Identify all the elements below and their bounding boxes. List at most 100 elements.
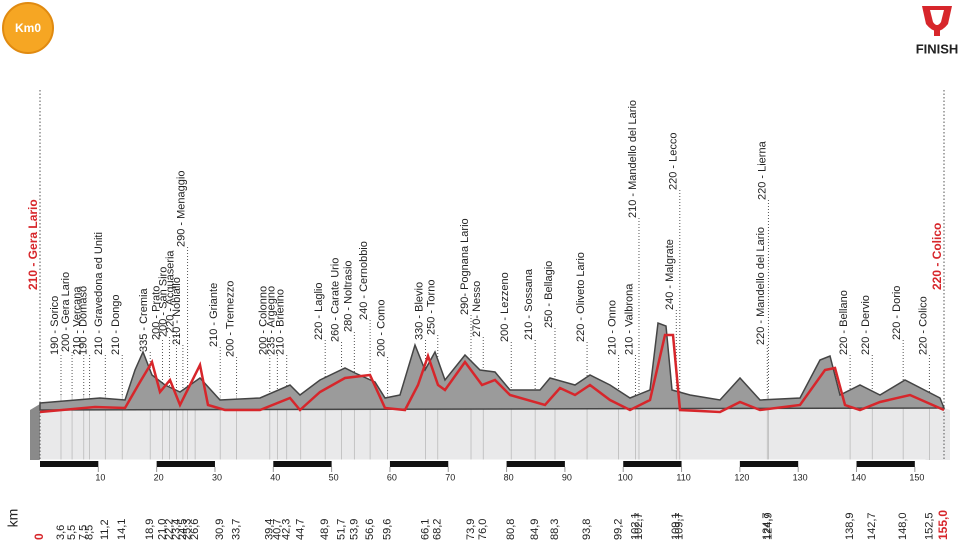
profile-base bbox=[30, 408, 950, 460]
km-label: 84,9 bbox=[529, 519, 541, 540]
km0-text: Km0 bbox=[15, 21, 41, 35]
scale-tick-label: 120 bbox=[734, 472, 749, 482]
waypoint-name: 250 - Bellagio bbox=[543, 261, 555, 328]
km-label: 155,0 bbox=[936, 510, 950, 540]
km-label: 7,5 bbox=[78, 525, 90, 540]
waypoint-name: 190 - Sorico bbox=[49, 296, 61, 355]
scale-segment bbox=[739, 461, 799, 467]
km-label: 30,9 bbox=[214, 519, 226, 540]
km-label: 42,3 bbox=[281, 519, 293, 540]
waypoint-name: 240 - Cernobbio bbox=[358, 241, 370, 320]
km-label: 22,2 bbox=[163, 519, 175, 540]
km0-badge bbox=[2, 2, 54, 54]
waypoint-name: 220 - Dorio bbox=[891, 286, 903, 340]
waypoint-name: 250 - Torno bbox=[426, 280, 438, 335]
km-label: 73,9 bbox=[465, 519, 477, 540]
km-label: 51,7 bbox=[335, 519, 347, 540]
scale-segment bbox=[856, 461, 915, 467]
waypoint-name: 220 - Oliveto Lario bbox=[575, 252, 587, 342]
scale-tick-label: 40 bbox=[270, 472, 280, 482]
axis-label: km bbox=[5, 509, 21, 528]
endpoint-name: 220 - Colico bbox=[930, 223, 944, 290]
scale-tick-label: 140 bbox=[851, 472, 866, 482]
waypoint-name: 190 - Domaso bbox=[77, 286, 89, 355]
km-label: 8,5 bbox=[83, 525, 95, 540]
km-label: 142,7 bbox=[866, 512, 878, 540]
km-label: 24,5 bbox=[177, 519, 189, 540]
waypoint-name: 210 - Mandello del Lario bbox=[627, 100, 639, 218]
waypoint-name: 220 - Mandello del Lario bbox=[755, 227, 767, 345]
km-label: 102,7 bbox=[633, 512, 645, 540]
km-label: 88,3 bbox=[549, 519, 561, 540]
scale-tick-label: 70 bbox=[445, 472, 455, 482]
waypoint-name: 290 - Menaggio bbox=[175, 171, 187, 247]
waypoint-name: 220 - Lecco bbox=[668, 133, 680, 190]
km-label: 39,4 bbox=[264, 519, 276, 540]
km-label: 56,6 bbox=[364, 519, 376, 540]
scale-tick-label: 50 bbox=[329, 472, 339, 482]
profile-side bbox=[30, 404, 40, 460]
km-label: 53,9 bbox=[348, 519, 360, 540]
waypoint-name: 200 - San Siro bbox=[157, 267, 169, 337]
scale-tick-label: 110 bbox=[676, 472, 690, 482]
km-label: 109,1 bbox=[670, 512, 682, 540]
waypoint-name: 220 - Lierna bbox=[756, 140, 768, 200]
waypoint-name: 210 - Nobiallo bbox=[171, 277, 183, 345]
profile-grey bbox=[39, 321, 946, 411]
waypoint-name: 200 - Prato bbox=[150, 286, 162, 340]
scale-segment bbox=[389, 461, 449, 467]
waypoint-name: 235 - Argegno bbox=[265, 286, 277, 355]
scale-tick-label: 80 bbox=[504, 472, 514, 482]
km-label: 25,3 bbox=[181, 519, 193, 540]
km-label: 59,6 bbox=[382, 519, 394, 540]
waypoint-name: 220 - Acquaseria bbox=[164, 250, 176, 333]
scale-segment bbox=[506, 461, 565, 467]
km-label: 23,4 bbox=[170, 519, 182, 540]
km-label: 102,1 bbox=[629, 512, 641, 540]
waypoint-name: 200 - Colonno bbox=[258, 286, 270, 355]
km-label: 109,7 bbox=[674, 512, 686, 540]
km-label: 76,0 bbox=[477, 519, 489, 540]
scale-tick-label: 90 bbox=[562, 472, 572, 482]
scale-tick-label: 60 bbox=[387, 472, 397, 482]
scale-segment bbox=[623, 461, 682, 467]
scale-segment bbox=[273, 461, 332, 467]
scale-tick-label: 150 bbox=[909, 472, 924, 482]
waypoint-name: 290- Pognana Lario bbox=[459, 218, 471, 315]
km-label: 148,0 bbox=[897, 512, 909, 540]
waypoint-name: 220 - Laglio bbox=[313, 283, 325, 341]
km-label: 68,2 bbox=[432, 519, 444, 540]
finish-text: FINISH bbox=[916, 41, 959, 56]
km-label: 99,2 bbox=[612, 519, 624, 540]
waypoint-name: 210 - Valbrona bbox=[623, 283, 635, 355]
km-label: 138,9 bbox=[844, 512, 856, 540]
km-label: 14,1 bbox=[116, 519, 128, 540]
waypoint-name: 210 - Brienno bbox=[275, 289, 287, 355]
km-label: 48,9 bbox=[319, 519, 331, 540]
km-label: 93,8 bbox=[581, 519, 593, 540]
km-label: 40,7 bbox=[271, 519, 283, 540]
waypoint-name: 240 - Malgrate bbox=[664, 239, 676, 310]
waypoint-name: 270- Nesso bbox=[471, 281, 483, 337]
waypoint-name: 280 - Noltrasio bbox=[342, 260, 354, 332]
km-label: 21,0 bbox=[156, 519, 168, 540]
scale-tick-label: 100 bbox=[618, 472, 633, 482]
km-label: 11,2 bbox=[99, 519, 111, 540]
waypoint-name: 200 - Tremezzo bbox=[224, 281, 236, 357]
waypoint-name: 200 - Como bbox=[376, 300, 388, 357]
km-label: 26,6 bbox=[189, 519, 201, 540]
finish-icon bbox=[922, 6, 952, 36]
km-label: 124,9 bbox=[762, 512, 774, 540]
profile-red bbox=[39, 333, 945, 414]
scale-tick-label: 30 bbox=[212, 472, 222, 482]
waypoint-name: 210 - Vercana bbox=[72, 286, 84, 355]
km-label: 66,1 bbox=[419, 519, 431, 540]
waypoint-name: 210 - Onno bbox=[606, 300, 618, 355]
endpoint-name: 210 - Gera Lario bbox=[26, 199, 40, 290]
km-label: 0 bbox=[32, 533, 46, 540]
waypoint-name: 210 - Dongo bbox=[110, 294, 122, 355]
waypoint-name: 335 - Cremia bbox=[138, 288, 150, 352]
km-label: 33,7 bbox=[230, 519, 242, 540]
waypoint-name: 200 - Gera Lario bbox=[60, 272, 72, 352]
